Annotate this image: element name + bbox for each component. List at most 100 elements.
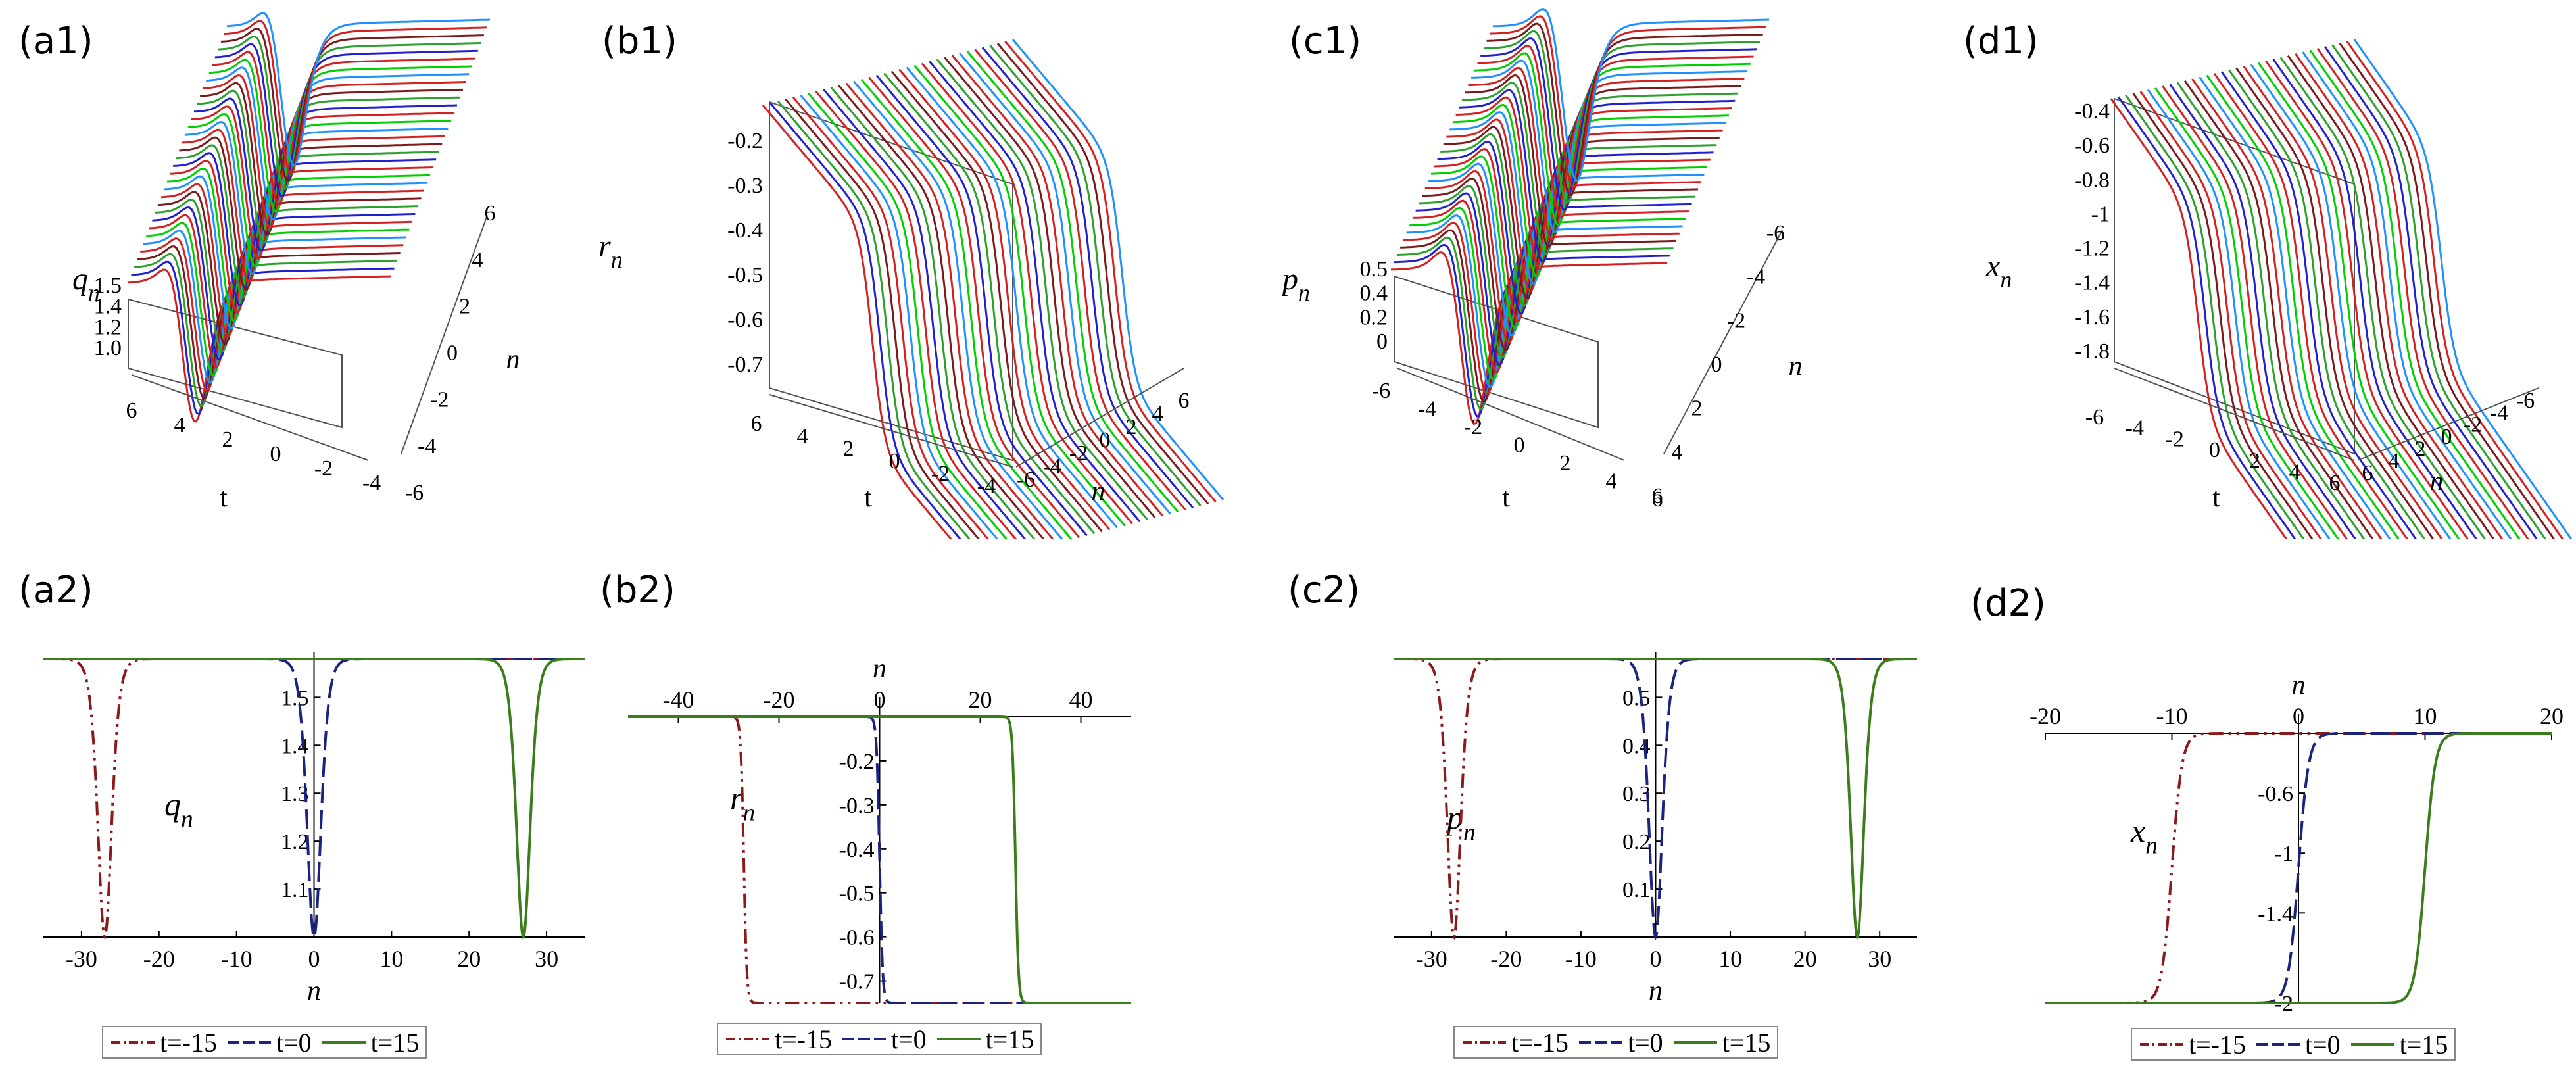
t-tick-label: 0: [889, 449, 900, 473]
n-axis-label: n: [506, 345, 520, 375]
z-tick-label: -0.3: [727, 174, 763, 198]
surface-curve: [2154, 87, 2340, 539]
surface-curve: [1468, 66, 1745, 241]
legend-swatch: [1463, 1041, 1506, 1044]
legend-label: t=15: [985, 1024, 1034, 1054]
legend-item: t=15: [2350, 1029, 2448, 1060]
legend-d2: t=-15 t=0 t=15: [2131, 1028, 2456, 1061]
legend-swatch: [1579, 1041, 1622, 1044]
panel-label-b1: (b1): [602, 20, 677, 62]
x-tick-label: -10: [221, 946, 253, 972]
t-axis: [769, 394, 1013, 468]
surface-curve: [2295, 53, 2504, 539]
z-axis-label: qn: [72, 262, 100, 306]
surface-curve: [1492, 8, 1770, 182]
x-tick-label: 0: [308, 946, 320, 972]
y-tick-label: -0.6: [839, 926, 875, 950]
x-axis-label: n: [2292, 670, 2306, 700]
t-tick-label: -6: [2085, 405, 2104, 429]
surface-curve: [134, 253, 398, 407]
surface-curve: [1490, 15, 1766, 189]
x-tick-label: -10: [2156, 703, 2188, 729]
t-tick-label: 2: [843, 437, 854, 461]
legend-swatch: [842, 1038, 886, 1040]
y-tick-label: -0.4: [839, 838, 875, 862]
surface-curve: [2339, 42, 2556, 539]
series-line-t=15: [628, 715, 1131, 1004]
t-axis-label: t: [864, 483, 872, 513]
legend-a2: t=-15 t=0 t=15: [102, 1026, 427, 1059]
surface-curve: [2110, 98, 2288, 539]
n-tick-label: 4: [2389, 449, 2400, 473]
n-tick-label: 4: [1672, 440, 1683, 464]
n-axis: [1663, 230, 1783, 454]
y-tick-label: -0.7: [839, 970, 875, 994]
n-tick-label: -4: [418, 434, 436, 458]
surface-curve: [143, 230, 406, 384]
t-tick-label: 0: [270, 442, 281, 466]
surface-curve: [2183, 80, 2374, 539]
surface-curve: [2309, 49, 2521, 539]
surface-curve: [2279, 57, 2487, 539]
surface-curve: [2169, 84, 2357, 539]
surface-curve: [2323, 46, 2539, 539]
legend-label: t=-15: [1511, 1027, 1568, 1057]
z-tick-label: -0.4: [2074, 99, 2110, 124]
surface-curve: [203, 74, 466, 229]
panel-label-d2: (d2): [1970, 582, 2046, 625]
z-axis-label: xn: [1985, 249, 2012, 293]
surface-curve: [996, 43, 1209, 505]
t-tick-label: -2: [314, 456, 333, 481]
legend-item: t=0: [841, 1024, 927, 1055]
legend-label: t=0: [276, 1027, 312, 1057]
surface-curve: [974, 49, 1186, 511]
z-tick-label: -0.8: [2074, 168, 2110, 192]
t-axis: [1397, 368, 1625, 461]
surface-curve: [155, 199, 418, 353]
x-tick-label: 20: [2540, 703, 2564, 729]
surface-curve: [226, 12, 491, 166]
n-tick-label: 2: [2415, 437, 2426, 461]
x-tick-label: -20: [764, 687, 795, 713]
legend-swatch: [2256, 1043, 2300, 1046]
n-tick-label: -4: [1747, 265, 1765, 289]
surface-curve: [2265, 60, 2469, 539]
surface-curve: [2272, 59, 2478, 539]
z-tick-label: -1.6: [2074, 305, 2110, 329]
z-tick-label: -1.4: [2074, 271, 2110, 295]
surface-curve: [2176, 82, 2366, 539]
surface-curve: [929, 61, 1141, 523]
n-axis-label: n: [2430, 466, 2444, 497]
surface-curve: [898, 68, 1111, 531]
n-tick-label: 0: [447, 341, 458, 366]
surface-curve: [875, 74, 1088, 537]
x-tick-label: 0: [1650, 946, 1662, 972]
y-tick-label: 0.5: [1622, 686, 1651, 710]
surface-curve: [785, 98, 981, 539]
y-axis-label: qn: [164, 786, 193, 833]
n-tick-label: -2: [2464, 413, 2482, 437]
surface-curve: [2132, 92, 2314, 539]
legend-swatch: [2350, 1043, 2394, 1046]
n-tick-label: -6: [2516, 389, 2535, 413]
surface-curve: [868, 76, 1081, 539]
t-axis-label: t: [2212, 483, 2220, 513]
t-tick-label: 4: [797, 424, 808, 449]
legend-label: t=0: [2305, 1029, 2341, 1059]
n-tick-label: 6: [1179, 389, 1190, 413]
surface-curve: [2235, 67, 2435, 539]
surface-curve: [218, 35, 481, 189]
surface-curve: [149, 214, 412, 368]
surface-curve: [1455, 96, 1732, 270]
n-tick-label: 6: [1652, 484, 1663, 508]
z-axis-label: pn: [1282, 262, 1310, 306]
surface-curve: [173, 152, 437, 306]
surface-curve: [1461, 82, 1739, 256]
t-tick-label: -2: [1464, 415, 1482, 439]
t-tick-label: -2: [2166, 427, 2184, 451]
t-tick-label: -4: [1418, 397, 1436, 422]
surface-curve: [2346, 40, 2564, 539]
surface-curve: [2302, 51, 2512, 539]
surface-curve: [762, 105, 953, 539]
